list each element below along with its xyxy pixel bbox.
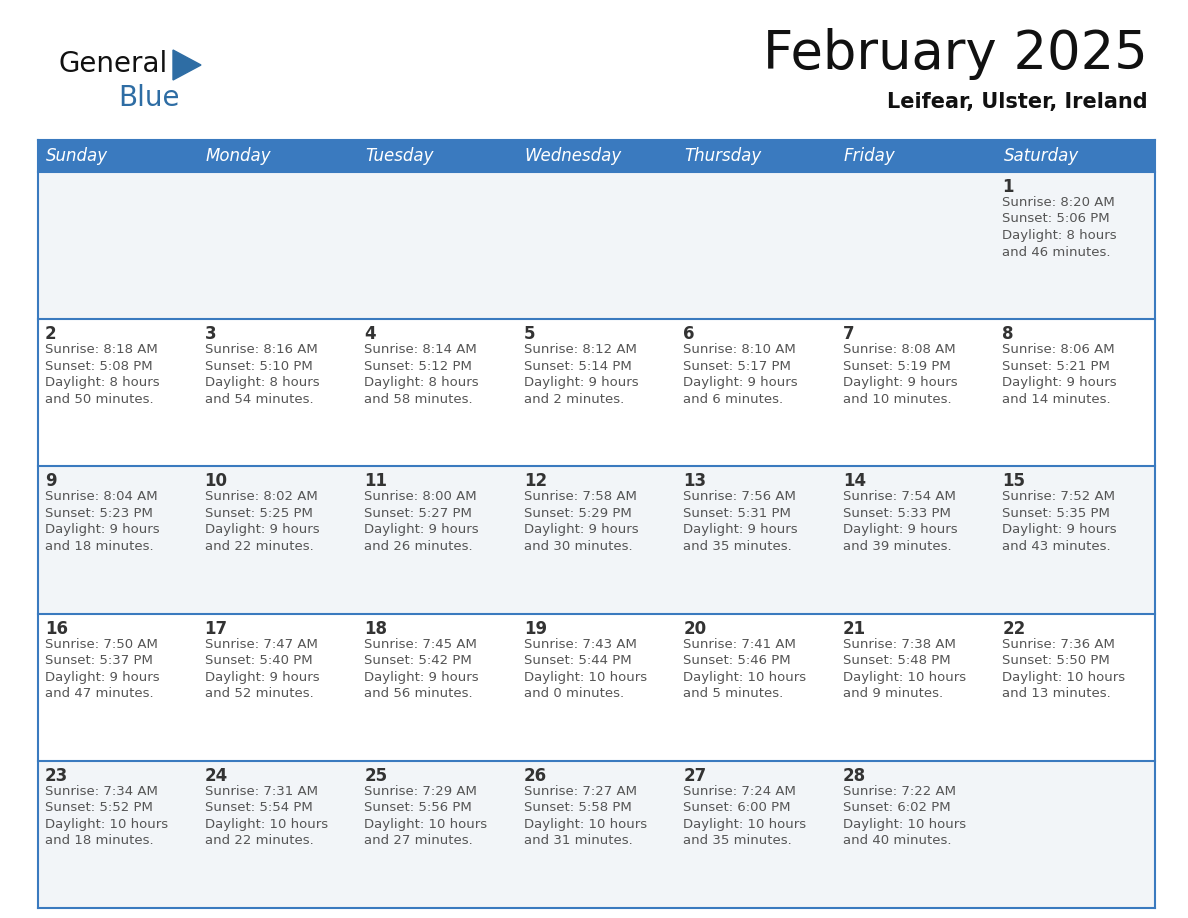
Polygon shape: [173, 50, 201, 80]
Text: Sunrise: 7:58 AM
Sunset: 5:29 PM
Daylight: 9 hours
and 30 minutes.: Sunrise: 7:58 AM Sunset: 5:29 PM Dayligh…: [524, 490, 638, 553]
Text: 13: 13: [683, 473, 707, 490]
Text: Leifear, Ulster, Ireland: Leifear, Ulster, Ireland: [887, 92, 1148, 112]
Text: 7: 7: [842, 325, 854, 343]
Text: Sunrise: 8:06 AM
Sunset: 5:21 PM
Daylight: 9 hours
and 14 minutes.: Sunrise: 8:06 AM Sunset: 5:21 PM Dayligh…: [1003, 343, 1117, 406]
Text: Sunrise: 8:12 AM
Sunset: 5:14 PM
Daylight: 9 hours
and 2 minutes.: Sunrise: 8:12 AM Sunset: 5:14 PM Dayligh…: [524, 343, 638, 406]
Bar: [38, 172, 1155, 319]
Text: 8: 8: [1003, 325, 1013, 343]
Text: Sunrise: 7:54 AM
Sunset: 5:33 PM
Daylight: 9 hours
and 39 minutes.: Sunrise: 7:54 AM Sunset: 5:33 PM Dayligh…: [842, 490, 958, 553]
Text: Sunrise: 8:08 AM
Sunset: 5:19 PM
Daylight: 9 hours
and 10 minutes.: Sunrise: 8:08 AM Sunset: 5:19 PM Dayligh…: [842, 343, 958, 406]
Text: Sunrise: 7:52 AM
Sunset: 5:35 PM
Daylight: 9 hours
and 43 minutes.: Sunrise: 7:52 AM Sunset: 5:35 PM Dayligh…: [1003, 490, 1117, 553]
Text: Sunrise: 8:04 AM
Sunset: 5:23 PM
Daylight: 9 hours
and 18 minutes.: Sunrise: 8:04 AM Sunset: 5:23 PM Dayligh…: [45, 490, 159, 553]
Text: 3: 3: [204, 325, 216, 343]
Text: 28: 28: [842, 767, 866, 785]
Text: 12: 12: [524, 473, 546, 490]
Text: Sunrise: 8:14 AM
Sunset: 5:12 PM
Daylight: 8 hours
and 58 minutes.: Sunrise: 8:14 AM Sunset: 5:12 PM Dayligh…: [365, 343, 479, 406]
Text: Sunrise: 7:38 AM
Sunset: 5:48 PM
Daylight: 10 hours
and 9 minutes.: Sunrise: 7:38 AM Sunset: 5:48 PM Dayligh…: [842, 638, 966, 700]
Text: 4: 4: [365, 325, 375, 343]
Text: 25: 25: [365, 767, 387, 785]
Text: Sunrise: 7:22 AM
Sunset: 6:02 PM
Daylight: 10 hours
and 40 minutes.: Sunrise: 7:22 AM Sunset: 6:02 PM Dayligh…: [842, 785, 966, 847]
Text: Sunrise: 8:02 AM
Sunset: 5:25 PM
Daylight: 9 hours
and 22 minutes.: Sunrise: 8:02 AM Sunset: 5:25 PM Dayligh…: [204, 490, 320, 553]
Text: Sunrise: 7:45 AM
Sunset: 5:42 PM
Daylight: 9 hours
and 56 minutes.: Sunrise: 7:45 AM Sunset: 5:42 PM Dayligh…: [365, 638, 479, 700]
Text: 21: 21: [842, 620, 866, 638]
Text: 14: 14: [842, 473, 866, 490]
Text: Tuesday: Tuesday: [365, 147, 434, 165]
Text: Sunrise: 7:27 AM
Sunset: 5:58 PM
Daylight: 10 hours
and 31 minutes.: Sunrise: 7:27 AM Sunset: 5:58 PM Dayligh…: [524, 785, 646, 847]
Text: General: General: [58, 50, 168, 78]
Text: Thursday: Thursday: [684, 147, 762, 165]
Text: Monday: Monday: [206, 147, 271, 165]
Bar: [38, 761, 1155, 908]
Text: 2: 2: [45, 325, 57, 343]
Text: Sunrise: 7:36 AM
Sunset: 5:50 PM
Daylight: 10 hours
and 13 minutes.: Sunrise: 7:36 AM Sunset: 5:50 PM Dayligh…: [1003, 638, 1125, 700]
Text: 15: 15: [1003, 473, 1025, 490]
Text: 24: 24: [204, 767, 228, 785]
Text: Sunrise: 7:29 AM
Sunset: 5:56 PM
Daylight: 10 hours
and 27 minutes.: Sunrise: 7:29 AM Sunset: 5:56 PM Dayligh…: [365, 785, 487, 847]
Text: Friday: Friday: [843, 147, 896, 165]
Bar: [38, 319, 1155, 466]
Text: Sunrise: 8:16 AM
Sunset: 5:10 PM
Daylight: 8 hours
and 54 minutes.: Sunrise: 8:16 AM Sunset: 5:10 PM Dayligh…: [204, 343, 320, 406]
Text: Sunrise: 8:18 AM
Sunset: 5:08 PM
Daylight: 8 hours
and 50 minutes.: Sunrise: 8:18 AM Sunset: 5:08 PM Dayligh…: [45, 343, 159, 406]
Text: Sunrise: 7:34 AM
Sunset: 5:52 PM
Daylight: 10 hours
and 18 minutes.: Sunrise: 7:34 AM Sunset: 5:52 PM Dayligh…: [45, 785, 169, 847]
Text: 5: 5: [524, 325, 536, 343]
Bar: [38, 466, 1155, 613]
Text: 18: 18: [365, 620, 387, 638]
Text: Wednesday: Wednesday: [525, 147, 623, 165]
Text: 20: 20: [683, 620, 707, 638]
Bar: [38, 140, 1155, 172]
Text: 19: 19: [524, 620, 546, 638]
Text: 10: 10: [204, 473, 228, 490]
Text: 27: 27: [683, 767, 707, 785]
Text: February 2025: February 2025: [763, 28, 1148, 80]
Text: 6: 6: [683, 325, 695, 343]
Text: Sunrise: 7:31 AM
Sunset: 5:54 PM
Daylight: 10 hours
and 22 minutes.: Sunrise: 7:31 AM Sunset: 5:54 PM Dayligh…: [204, 785, 328, 847]
Text: 26: 26: [524, 767, 546, 785]
Text: Sunrise: 8:20 AM
Sunset: 5:06 PM
Daylight: 8 hours
and 46 minutes.: Sunrise: 8:20 AM Sunset: 5:06 PM Dayligh…: [1003, 196, 1117, 259]
Text: 23: 23: [45, 767, 68, 785]
Text: Sunday: Sunday: [46, 147, 108, 165]
Text: 1: 1: [1003, 178, 1013, 196]
Text: Saturday: Saturday: [1004, 147, 1079, 165]
Text: 16: 16: [45, 620, 68, 638]
Text: Blue: Blue: [118, 84, 179, 112]
Text: Sunrise: 8:00 AM
Sunset: 5:27 PM
Daylight: 9 hours
and 26 minutes.: Sunrise: 8:00 AM Sunset: 5:27 PM Dayligh…: [365, 490, 479, 553]
Text: 9: 9: [45, 473, 57, 490]
Text: 17: 17: [204, 620, 228, 638]
Text: 22: 22: [1003, 620, 1025, 638]
Text: 11: 11: [365, 473, 387, 490]
Bar: [38, 613, 1155, 761]
Text: Sunrise: 7:47 AM
Sunset: 5:40 PM
Daylight: 9 hours
and 52 minutes.: Sunrise: 7:47 AM Sunset: 5:40 PM Dayligh…: [204, 638, 320, 700]
Text: Sunrise: 7:56 AM
Sunset: 5:31 PM
Daylight: 9 hours
and 35 minutes.: Sunrise: 7:56 AM Sunset: 5:31 PM Dayligh…: [683, 490, 798, 553]
Text: Sunrise: 8:10 AM
Sunset: 5:17 PM
Daylight: 9 hours
and 6 minutes.: Sunrise: 8:10 AM Sunset: 5:17 PM Dayligh…: [683, 343, 798, 406]
Text: Sunrise: 7:50 AM
Sunset: 5:37 PM
Daylight: 9 hours
and 47 minutes.: Sunrise: 7:50 AM Sunset: 5:37 PM Dayligh…: [45, 638, 159, 700]
Text: Sunrise: 7:43 AM
Sunset: 5:44 PM
Daylight: 10 hours
and 0 minutes.: Sunrise: 7:43 AM Sunset: 5:44 PM Dayligh…: [524, 638, 646, 700]
Text: Sunrise: 7:41 AM
Sunset: 5:46 PM
Daylight: 10 hours
and 5 minutes.: Sunrise: 7:41 AM Sunset: 5:46 PM Dayligh…: [683, 638, 807, 700]
Text: Sunrise: 7:24 AM
Sunset: 6:00 PM
Daylight: 10 hours
and 35 minutes.: Sunrise: 7:24 AM Sunset: 6:00 PM Dayligh…: [683, 785, 807, 847]
